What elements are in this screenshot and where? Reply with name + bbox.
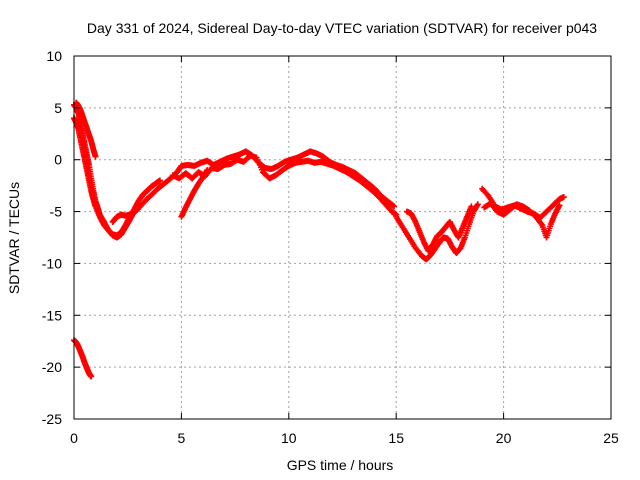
data-point <box>92 153 99 160</box>
y-tick-label: -25 <box>42 411 62 427</box>
y-axis-label: SDTVAR / TECUs <box>6 182 22 294</box>
points-layer <box>71 99 567 380</box>
series-midday-plateau-2 <box>169 152 400 218</box>
x-tick-label: 15 <box>388 430 404 446</box>
x-tick-label: 0 <box>70 430 78 446</box>
data-point <box>88 373 95 380</box>
plot-frame <box>73 55 612 420</box>
x-tick-label: 20 <box>496 430 512 446</box>
data-point <box>391 203 398 210</box>
series-afternoon-dip-2 <box>403 203 475 254</box>
series-early-spur <box>73 99 99 160</box>
data-point <box>556 202 563 209</box>
x-axis-label: GPS time / hours <box>287 457 394 473</box>
y-tick-label: -5 <box>50 204 63 220</box>
y-tick-label: 10 <box>46 48 62 64</box>
data-point <box>560 194 567 201</box>
y-tick-label: -20 <box>42 359 62 375</box>
grid-layer <box>74 56 611 419</box>
chart-title: Day 331 of 2024, Sidereal Day-to-day VTE… <box>87 20 597 36</box>
series-afternoon-plateau-2 <box>481 200 563 241</box>
data-point <box>468 203 475 210</box>
y-tick-label: -10 <box>42 255 62 271</box>
data-point <box>474 201 481 208</box>
data-point <box>389 202 396 209</box>
ticks-layer: 0 5 10 15 20 25 -25 -20 -15 -10 -5 0 5 10 <box>42 48 619 446</box>
data-point <box>156 177 163 184</box>
y-tick-label: 0 <box>54 152 62 168</box>
series-low-branch <box>71 337 95 380</box>
series-afternoon-dip <box>393 201 481 263</box>
y-tick-label: 5 <box>54 100 62 116</box>
x-tick-label: 10 <box>281 430 297 446</box>
y-tick-label: -15 <box>42 307 62 323</box>
x-tick-label: 5 <box>178 430 186 446</box>
x-tick-label: 25 <box>603 430 619 446</box>
